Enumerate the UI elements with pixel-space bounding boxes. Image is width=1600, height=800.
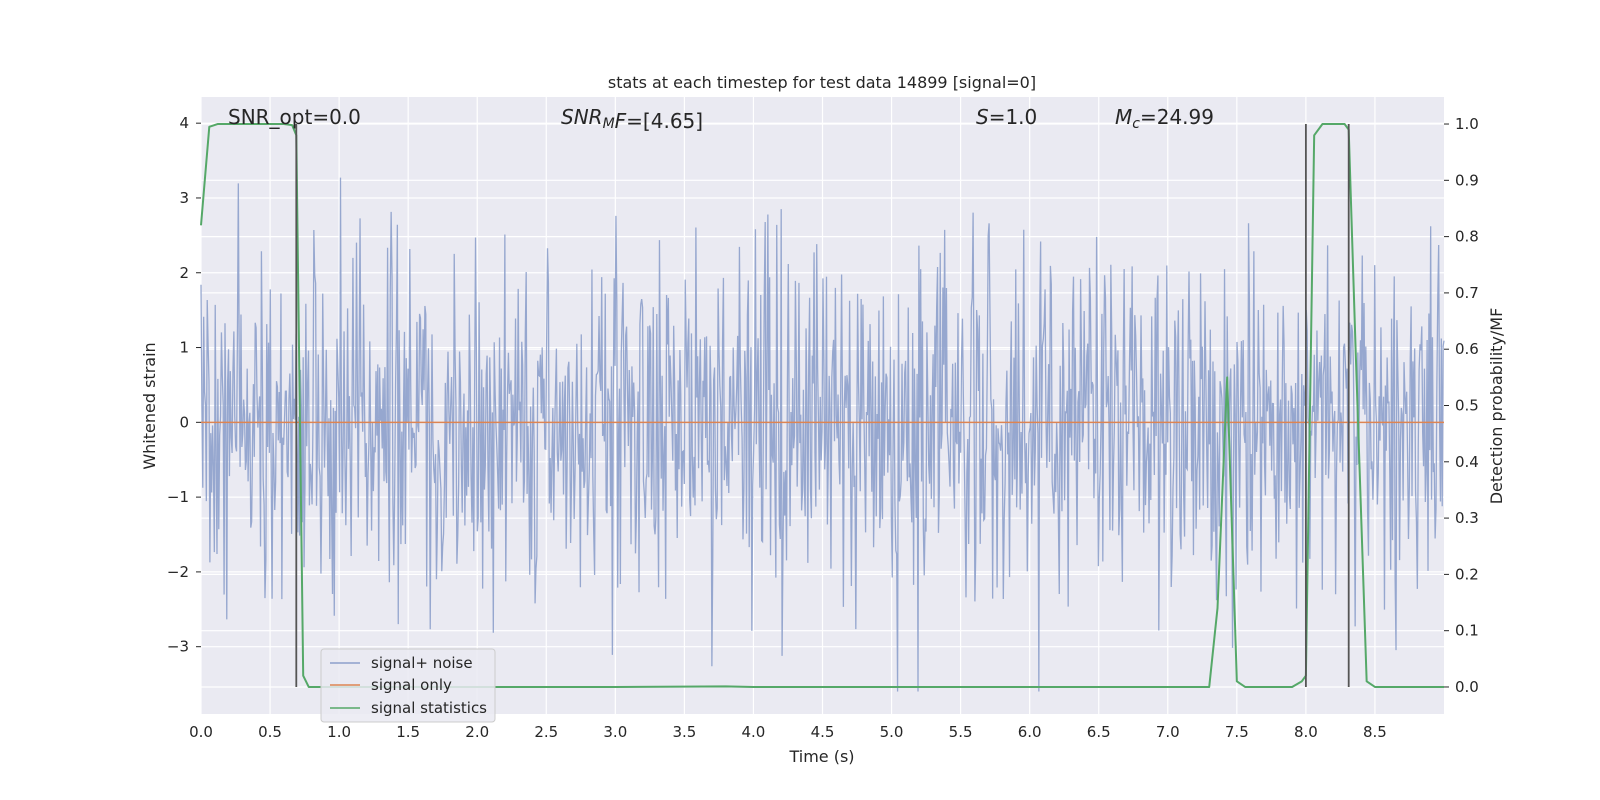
y-tick-label-7: −3 bbox=[167, 638, 189, 656]
x-tick-label-14: 7.0 bbox=[1156, 723, 1180, 741]
y-right-tick-label-7: 0.3 bbox=[1455, 509, 1479, 527]
chart-title: stats at each timestep for test data 148… bbox=[608, 73, 1036, 92]
legend-box bbox=[320, 648, 496, 723]
y-right-axis-label: Detection probability/MF bbox=[1487, 308, 1506, 505]
y-tick-label-4: 0 bbox=[179, 413, 189, 431]
x-tick-label-10: 5.0 bbox=[880, 723, 904, 741]
x-tick-label-17: 8.5 bbox=[1363, 723, 1387, 741]
line-series bbox=[200, 123, 1444, 688]
series-signal-statistics bbox=[200, 123, 1444, 688]
y-tick-label-6: −2 bbox=[167, 563, 189, 581]
x-tick-label-0: 0.0 bbox=[189, 723, 213, 741]
y-right-tick-label-2: 0.8 bbox=[1455, 228, 1479, 246]
y-tick-label-0: 4 bbox=[179, 114, 189, 132]
annotation-3: Mc=24.99 bbox=[1115, 105, 1214, 132]
x-tick-label-2: 1.0 bbox=[327, 723, 351, 741]
x-axis-label: Time (s) bbox=[788, 747, 854, 766]
legend-label-signal: signal only bbox=[371, 676, 452, 694]
y-tick-label-1: 3 bbox=[179, 189, 189, 207]
y-right-tick-label-1: 0.9 bbox=[1455, 171, 1479, 189]
y-axis-ticks: 4 3 2 1 0 −1 −2 −3 bbox=[167, 114, 201, 656]
y-tick-label-5: −1 bbox=[167, 488, 189, 506]
x-tick-label-3: 1.5 bbox=[396, 723, 420, 741]
annotations: SNR_opt=0.0 SNRMF=[4.65] S=1.0 Mc=24.99 bbox=[228, 105, 1214, 133]
annotation-1: SNRMF=[4.65] bbox=[561, 105, 703, 133]
annotation-2: S=1.0 bbox=[976, 105, 1037, 129]
x-tick-label-16: 8.0 bbox=[1294, 723, 1318, 741]
x-tick-label-8: 4.0 bbox=[742, 723, 766, 741]
legend-label-stats: signal statistics bbox=[371, 699, 487, 717]
x-axis-ticks: 0.0 0.5 1.0 1.5 2.0 2.5 3.0 3.5 4.0 4.5 5.0 5.5 6.0 6… bbox=[189, 723, 1387, 741]
x-tick-label-7: 3.5 bbox=[672, 723, 696, 741]
x-tick-label-6: 3.0 bbox=[603, 723, 627, 741]
x-tick-label-13: 6.5 bbox=[1087, 723, 1111, 741]
x-tick-label-15: 7.5 bbox=[1225, 723, 1249, 741]
x-tick-label-9: 4.5 bbox=[811, 723, 835, 741]
y-right-tick-label-6: 0.4 bbox=[1455, 453, 1479, 471]
x-tick-label-5: 2.5 bbox=[534, 723, 558, 741]
y-right-tick-label-5: 0.5 bbox=[1455, 397, 1479, 415]
series-signal-noise bbox=[200, 177, 1445, 692]
y-right-tick-label-0: 1.0 bbox=[1455, 115, 1479, 133]
x-tick-label-1: 0.5 bbox=[258, 723, 282, 741]
y-right-tick-label-3: 0.7 bbox=[1455, 284, 1479, 302]
vertical-markers bbox=[295, 124, 1350, 687]
y-right-tick-label-4: 0.6 bbox=[1455, 340, 1479, 358]
annotation-0: SNR_opt=0.0 bbox=[228, 105, 361, 129]
y-right-tick-label-8: 0.2 bbox=[1455, 565, 1479, 583]
y-right-tick-label-10: 0.0 bbox=[1455, 678, 1479, 696]
legend: signal+ noise signal only signal statist… bbox=[320, 648, 496, 723]
x-tick-label-4: 2.0 bbox=[465, 723, 489, 741]
noise-series bbox=[200, 177, 1445, 692]
y-tick-label-2: 2 bbox=[179, 264, 189, 282]
y-axis-label: Whitened strain bbox=[140, 342, 159, 469]
y-tick-label-3: 1 bbox=[179, 339, 189, 357]
legend-label-noise: signal+ noise bbox=[371, 654, 473, 672]
x-tick-label-11: 5.5 bbox=[949, 723, 973, 741]
y-right-tick-label-9: 0.1 bbox=[1455, 622, 1479, 640]
y-right-axis-ticks: 1.0 0.9 0.8 0.7 0.6 0.5 0.4 0.3 0.2 0.1 0.0 bbox=[1444, 115, 1479, 696]
x-tick-label-12: 6.0 bbox=[1018, 723, 1042, 741]
